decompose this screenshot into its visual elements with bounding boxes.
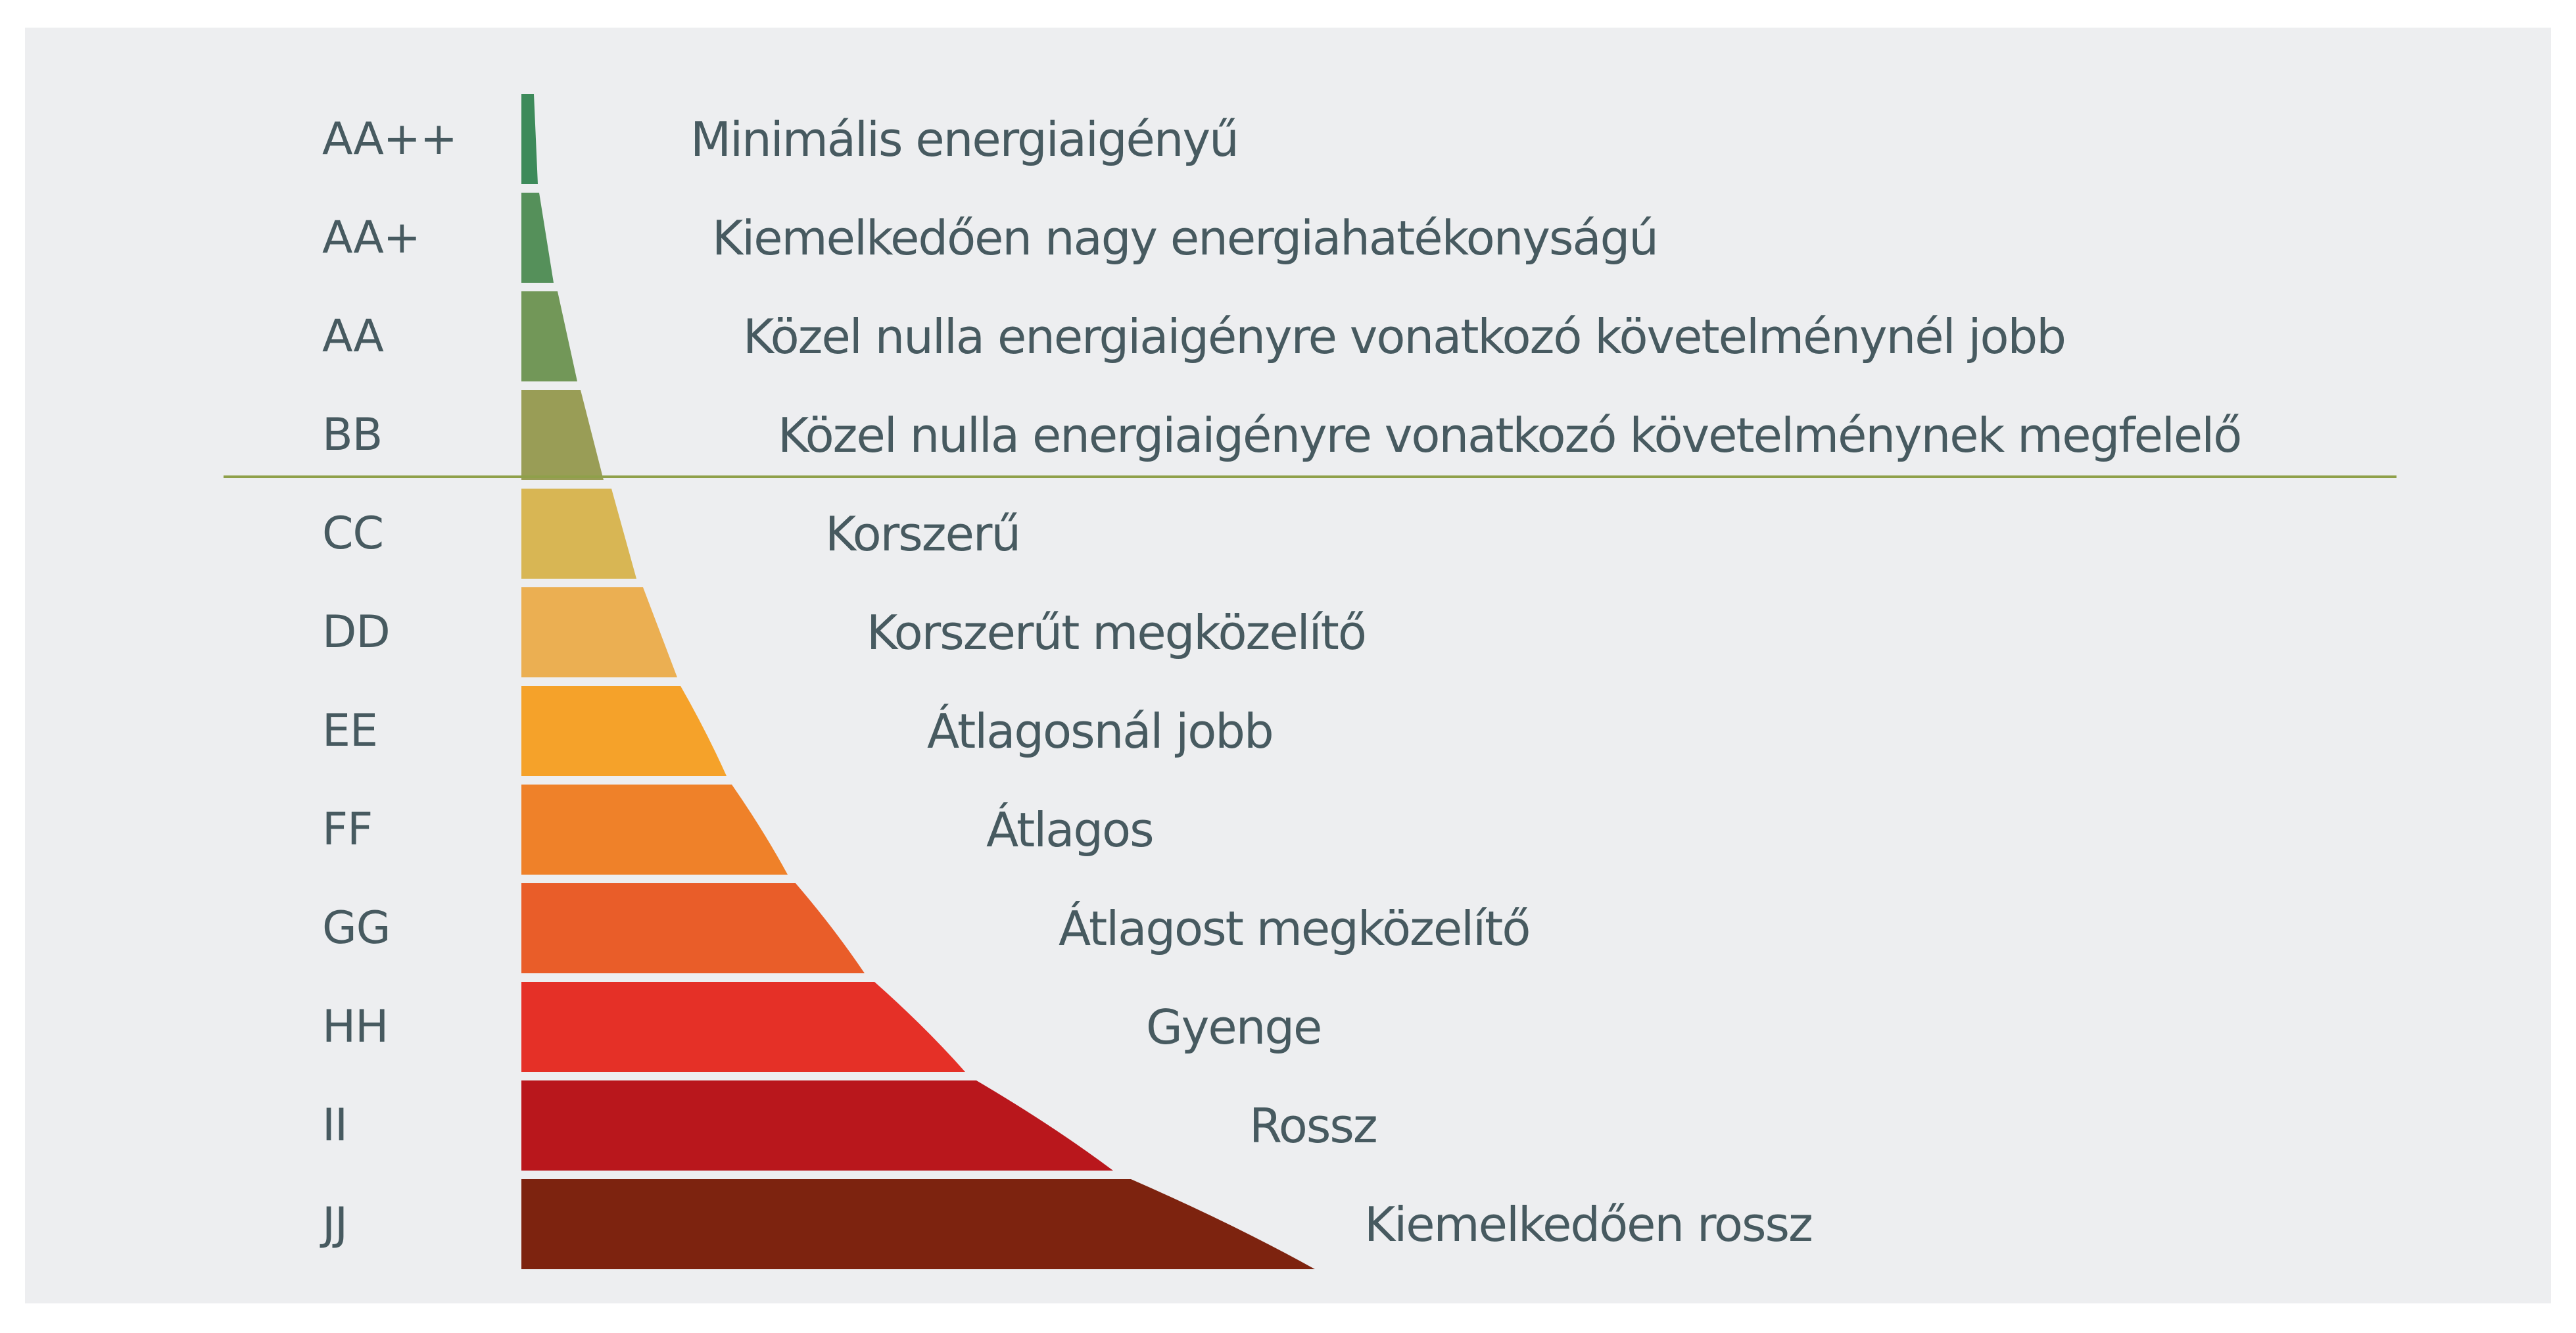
class-description: Kiemelkedően nagy energiahatékonyságú xyxy=(712,210,1659,266)
class-description: Átlagos xyxy=(986,802,1155,858)
class-code: BB xyxy=(322,408,383,461)
class-code: JJ xyxy=(322,1198,348,1250)
band-aa xyxy=(521,291,577,381)
diagram-panel xyxy=(25,28,2551,1303)
band-hh xyxy=(521,982,965,1072)
class-code: FF xyxy=(322,803,373,856)
class-code: CC xyxy=(322,507,384,560)
class-code: AA++ xyxy=(322,112,458,165)
class-code: GG xyxy=(322,902,391,954)
class-code: HH xyxy=(322,1000,389,1053)
class-description: Kiemelkedően rossz xyxy=(1364,1196,1813,1252)
band-ii xyxy=(521,1080,1113,1171)
class-code: DD xyxy=(322,606,391,658)
class-description: Korszerű xyxy=(825,506,1021,562)
band-gg xyxy=(521,883,865,973)
band-bb xyxy=(521,390,604,480)
class-code: AA+ xyxy=(322,211,421,264)
class-description: Közel nulla energiaigényre vonatkozó köv… xyxy=(743,308,2066,364)
class-code: AA xyxy=(322,310,384,362)
class-code: II xyxy=(322,1099,348,1151)
class-code: EE xyxy=(322,704,378,757)
band-dd xyxy=(521,587,677,677)
class-description: Átlagosnál jobb xyxy=(927,703,1274,759)
class-description: Átlagost megközelítő xyxy=(1059,900,1531,956)
band-jj xyxy=(521,1179,1315,1269)
class-description: Minimális energiaigényű xyxy=(690,111,1239,167)
band-ee xyxy=(521,686,727,776)
class-description: Gyenge xyxy=(1146,999,1322,1055)
band-ff xyxy=(521,785,788,875)
band-aaplus xyxy=(521,193,554,283)
band-cc xyxy=(521,489,636,579)
band-aaplusplus xyxy=(521,94,538,184)
class-description: Korszerűt megközelítő xyxy=(867,604,1367,660)
class-description: Közel nulla energiaigényre vonatkozó köv… xyxy=(778,407,2242,463)
class-description: Rossz xyxy=(1249,1098,1378,1153)
